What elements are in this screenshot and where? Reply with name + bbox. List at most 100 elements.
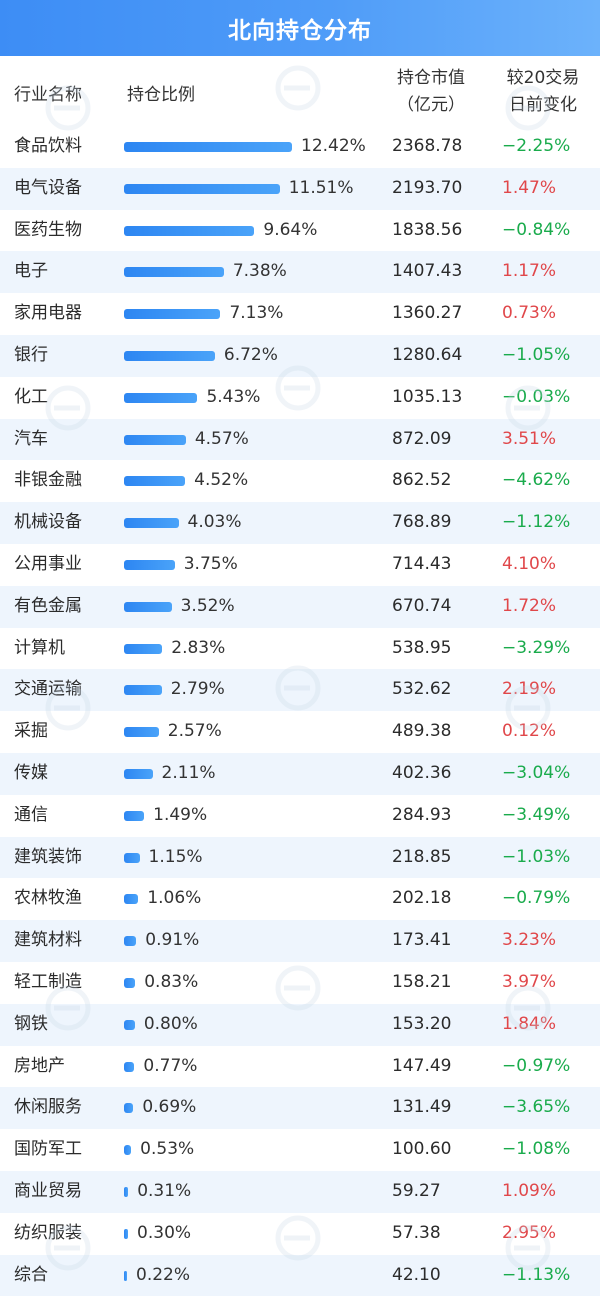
market-value: 147.49 bbox=[392, 1055, 452, 1076]
ratio-label: 0.53% bbox=[140, 1139, 195, 1160]
change-value: 1.09% bbox=[502, 1180, 557, 1201]
table-row: 通信 1.49% 284.93 −3.49% bbox=[0, 795, 600, 837]
industry-name: 钢铁 bbox=[14, 1013, 48, 1034]
industry-name: 汽车 bbox=[14, 428, 48, 449]
change-value: −1.08% bbox=[502, 1139, 571, 1160]
table-row: 公用事业 3.75% 714.43 4.10% bbox=[0, 544, 600, 586]
change-value: −3.65% bbox=[502, 1097, 571, 1118]
market-value: 158.21 bbox=[392, 971, 452, 992]
industry-name: 房地产 bbox=[14, 1055, 65, 1076]
market-value: 42.10 bbox=[392, 1264, 441, 1285]
table-row: 轻工制造 0.83% 158.21 3.97% bbox=[0, 962, 600, 1004]
change-value: 3.23% bbox=[502, 930, 557, 951]
change-value: −3.29% bbox=[502, 637, 571, 658]
market-value: 218.85 bbox=[392, 846, 452, 867]
industry-name: 纺织服装 bbox=[14, 1222, 82, 1243]
ratio-label: 3.52% bbox=[180, 595, 235, 616]
ratio-bar bbox=[124, 1270, 127, 1281]
industry-name: 综合 bbox=[14, 1264, 48, 1285]
ratio-label: 3.75% bbox=[183, 553, 238, 574]
market-value: 768.89 bbox=[392, 512, 452, 533]
change-value: 0.12% bbox=[502, 721, 557, 742]
market-value: 1838.56 bbox=[392, 219, 463, 240]
ratio-bar bbox=[124, 1019, 135, 1030]
ratio-bar bbox=[124, 1145, 132, 1156]
ratio-bar bbox=[124, 810, 145, 821]
industry-name: 商业贸易 bbox=[14, 1180, 82, 1201]
industry-name: 建筑装饰 bbox=[14, 846, 82, 867]
table-row: 食品饮料 12.42% 2368.78 −2.25% bbox=[0, 126, 600, 168]
table-row: 医药生物 9.64% 1838.56 −0.84% bbox=[0, 210, 600, 252]
ratio-label: 0.30% bbox=[137, 1222, 192, 1243]
market-value: 131.49 bbox=[392, 1097, 452, 1118]
ratio-bar bbox=[124, 267, 224, 278]
market-value: 402.36 bbox=[392, 762, 452, 783]
industry-name: 非银金融 bbox=[14, 470, 82, 491]
ratio-bar bbox=[124, 1103, 134, 1114]
market-value: 1407.43 bbox=[392, 261, 463, 282]
industry-name: 家用电器 bbox=[14, 303, 82, 324]
table-row: 综合 0.22% 42.10 −1.13% bbox=[0, 1254, 600, 1297]
industry-name: 计算机 bbox=[14, 637, 65, 658]
ratio-bar bbox=[124, 727, 159, 738]
ratio-bar bbox=[124, 350, 215, 361]
table-row: 农林牧渔 1.06% 202.18 −0.79% bbox=[0, 878, 600, 920]
industry-name: 机械设备 bbox=[14, 512, 82, 533]
table-row: 电子 7.38% 1407.43 1.17% bbox=[0, 251, 600, 294]
ratio-label: 4.03% bbox=[187, 512, 242, 533]
table-row: 有色金属 3.52% 670.74 1.72% bbox=[0, 585, 600, 628]
ratio-bar bbox=[124, 518, 179, 529]
industry-name: 银行 bbox=[14, 344, 48, 365]
ratio-label: 4.57% bbox=[194, 428, 249, 449]
ratio-label: 12.42% bbox=[301, 136, 366, 156]
table-row: 家用电器 7.13% 1360.27 0.73% bbox=[0, 293, 600, 335]
market-value: 862.52 bbox=[392, 470, 452, 491]
ratio-bar bbox=[124, 309, 221, 320]
market-value: 714.43 bbox=[392, 553, 452, 574]
market-value: 538.95 bbox=[392, 637, 452, 658]
change-value: 2.95% bbox=[502, 1222, 557, 1243]
ratio-label: 0.91% bbox=[145, 930, 200, 951]
table-row: 银行 6.72% 1280.64 −1.05% bbox=[0, 334, 600, 377]
ratio-bar bbox=[124, 559, 175, 570]
change-value: −3.04% bbox=[502, 762, 571, 783]
industry-name: 通信 bbox=[14, 804, 48, 825]
table-row: 休闲服务 0.69% 131.49 −3.65% bbox=[0, 1087, 600, 1130]
change-value: 3.97% bbox=[502, 971, 557, 992]
market-value: 100.60 bbox=[392, 1139, 452, 1160]
data-table: 食品饮料 12.42% 2368.78 −2.25% 电气设备 11.51% 2193.70… bbox=[0, 126, 600, 1297]
ratio-label: 7.13% bbox=[229, 303, 284, 324]
change-value: 1.84% bbox=[502, 1013, 557, 1034]
ratio-bar bbox=[124, 685, 162, 696]
change-value: 3.51% bbox=[502, 428, 557, 449]
table-row: 交通运输 2.79% 532.62 2.19% bbox=[0, 669, 600, 712]
header-ratio: 持仓比例 bbox=[127, 85, 195, 105]
ratio-bar bbox=[124, 601, 172, 612]
ratio-label: 2.11% bbox=[161, 762, 216, 783]
table-row: 建筑材料 0.91% 173.41 3.23% bbox=[0, 920, 600, 962]
market-value: 872.09 bbox=[392, 428, 452, 449]
industry-name: 医药生物 bbox=[14, 219, 82, 240]
header-industry: 行业名称 bbox=[14, 85, 82, 105]
market-value: 1360.27 bbox=[392, 303, 463, 324]
header-change: 较20交易 日前变化 bbox=[486, 65, 600, 119]
ratio-label: 1.49% bbox=[153, 804, 208, 825]
table-row: 化工 5.43% 1035.13 −0.03% bbox=[0, 377, 600, 419]
market-value: 57.38 bbox=[392, 1222, 441, 1243]
industry-name: 传媒 bbox=[14, 762, 48, 783]
ratio-label: 7.38% bbox=[232, 261, 287, 282]
industry-name: 化工 bbox=[14, 386, 48, 407]
industry-name: 采掘 bbox=[14, 721, 48, 742]
table-row: 钢铁 0.80% 153.20 1.84% bbox=[0, 1003, 600, 1046]
table-row: 建筑装饰 1.15% 218.85 −1.03% bbox=[0, 836, 600, 879]
table-header: 行业名称 持仓比例 持仓市值 （亿元） 较20交易 日前变化 bbox=[0, 56, 600, 126]
change-value: 2.19% bbox=[502, 679, 557, 700]
ratio-label: 0.69% bbox=[142, 1097, 197, 1118]
table-row: 国防军工 0.53% 100.60 −1.08% bbox=[0, 1129, 600, 1171]
ratio-label: 11.51% bbox=[288, 177, 354, 198]
ratio-bar bbox=[124, 894, 139, 905]
change-value: −1.03% bbox=[502, 846, 571, 867]
page-title: 北向持仓分布 bbox=[228, 18, 372, 44]
table-row: 房地产 0.77% 147.49 −0.97% bbox=[0, 1046, 600, 1088]
ratio-bar bbox=[124, 1061, 135, 1072]
